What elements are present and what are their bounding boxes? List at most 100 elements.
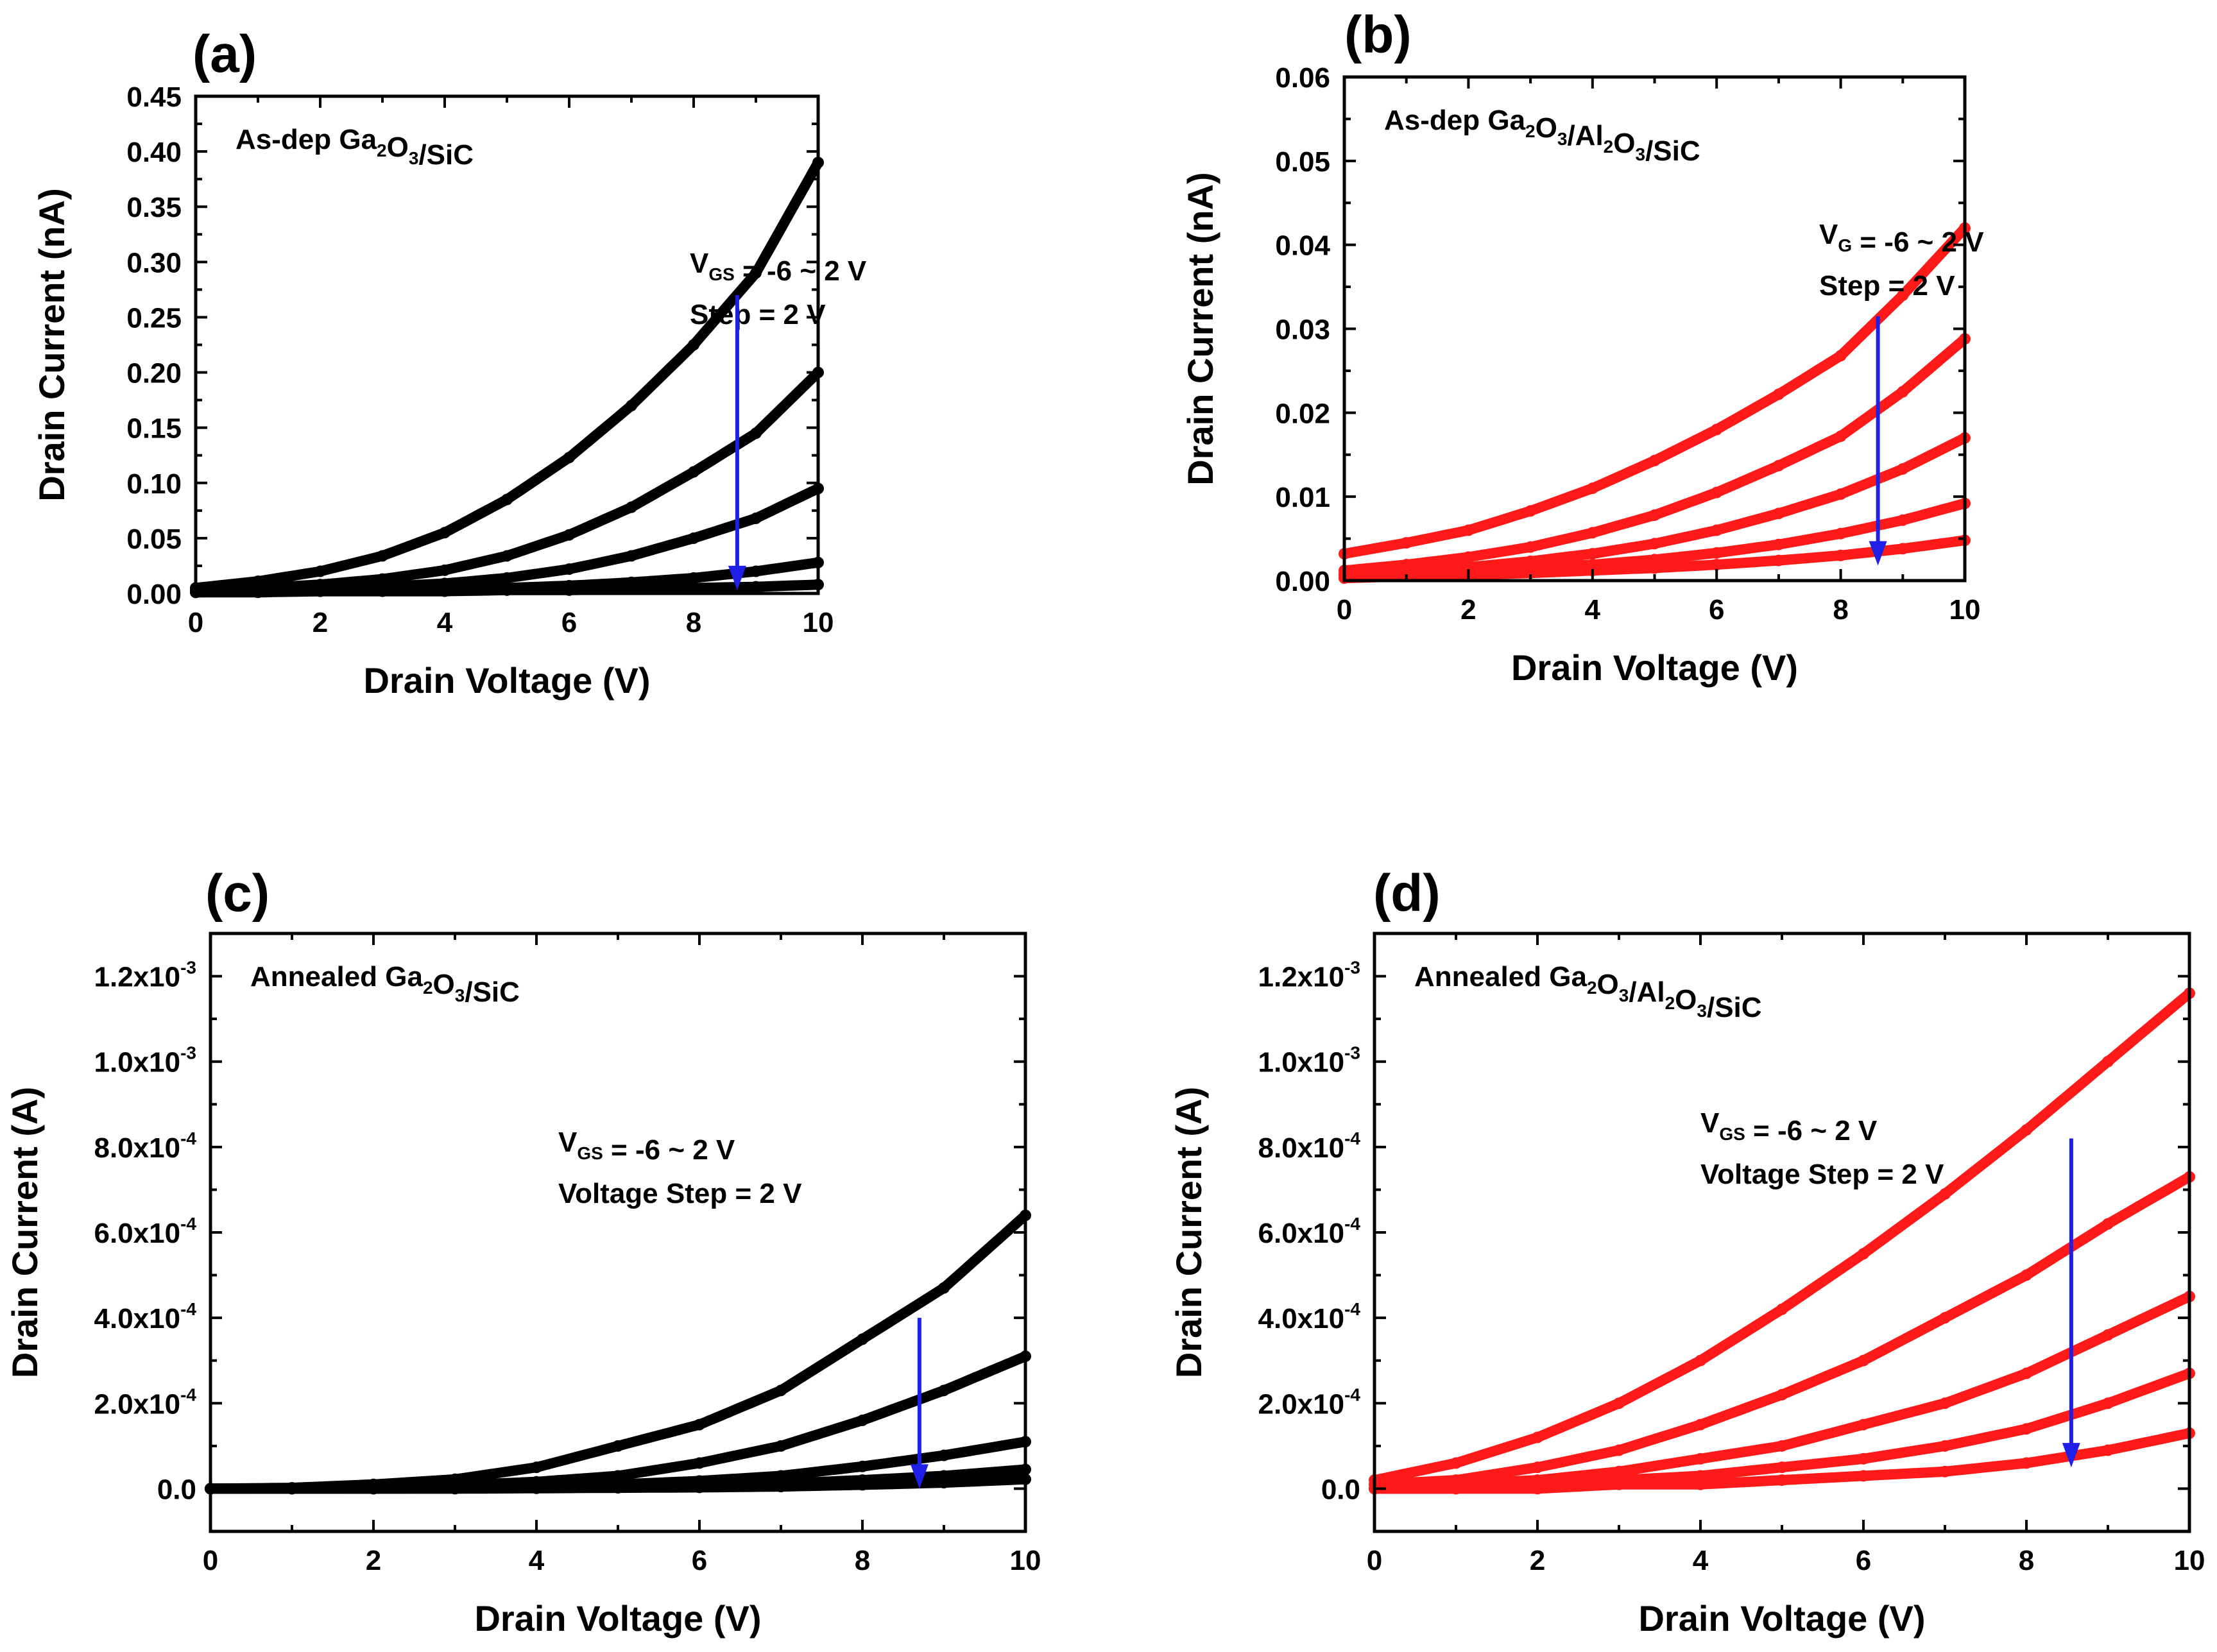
data-point — [2021, 1124, 2032, 1136]
y-axis-title: Drain Current (A) — [1168, 1087, 1209, 1378]
x-tick-label: 4 — [1693, 1545, 1709, 1576]
y-tick-label: 0.03 — [1275, 314, 1330, 346]
data-point — [314, 565, 326, 577]
x-axis-title: Drain Voltage (V) — [474, 1598, 761, 1639]
data-point — [1939, 1312, 1951, 1324]
annotation-line: VGS = -6 ~ 2 V — [1700, 1107, 1878, 1146]
x-tick-label: 2 — [1460, 594, 1476, 626]
data-point — [938, 1282, 950, 1294]
data-point — [612, 1482, 624, 1494]
x-tick-label: 0 — [1367, 1545, 1382, 1576]
y-tick-label: 0.15 — [126, 413, 182, 445]
y-tick-label: 0.10 — [126, 468, 182, 500]
x-tick-label: 6 — [692, 1545, 707, 1576]
data-point — [1776, 1474, 1788, 1486]
data-point — [1939, 1188, 1951, 1200]
data-point — [1462, 524, 1475, 536]
data-point — [368, 1483, 379, 1495]
data-point — [750, 581, 762, 593]
sample-title: Annealed Ga2O3/Al2O3/SiC — [1414, 961, 1762, 1023]
data-point — [1648, 454, 1661, 466]
data-point — [1613, 1444, 1625, 1456]
data-point — [286, 1483, 298, 1495]
series-line — [1369, 988, 2195, 1486]
data-point — [1776, 1388, 1788, 1401]
panel-b: (b) 0 2 4 6 8 10 0.00 0.01 0.02 0.03 0.04 0.05 0.06 Dr… — [1180, 6, 1984, 688]
data-point — [612, 1440, 624, 1452]
data-point — [612, 1470, 624, 1482]
data-point — [1772, 507, 1785, 520]
data-point — [2102, 1444, 2114, 1456]
y-tick-label: 2.0x10-4 — [94, 1384, 197, 1420]
y-tick-label: 0.00 — [126, 579, 182, 610]
x-tick-label: 4 — [437, 607, 453, 638]
sample-title: As-dep Ga2O3/Al2O3/SiC — [1384, 105, 1700, 167]
data-point — [857, 1479, 868, 1491]
data-point — [1613, 1478, 1625, 1490]
y-tick-label: 0.00 — [1275, 566, 1330, 597]
data-point — [1711, 486, 1723, 498]
annotation-line: VG = -6 ~ 2 V — [1819, 219, 1984, 258]
y-tick-label: 1.0x10-3 — [1258, 1043, 1360, 1078]
data-point — [1939, 1440, 1951, 1452]
data-series — [1369, 1171, 2195, 1490]
annotation-line: VGS = -6 ~ 2 V — [690, 248, 867, 287]
x-tick-label: 0 — [1337, 594, 1352, 626]
panel-c: (c) 0 2 4 6 8 10 0.0 2.0x10-4 4.0x10-4 6.0x10-4 8.0… — [4, 864, 1041, 1639]
data-point — [1897, 289, 1909, 302]
y-tick-label: 1.2x10-3 — [1258, 958, 1360, 993]
data-point — [1462, 551, 1475, 563]
data-point — [563, 452, 575, 464]
y-tick-label: 0.0 — [1321, 1474, 1360, 1505]
y-axis-title: Drain Current (nA) — [31, 188, 72, 501]
data-point — [1858, 1248, 1869, 1260]
x-tick-label: 6 — [561, 607, 577, 638]
data-point — [938, 1384, 950, 1397]
arrow-head — [1869, 541, 1887, 566]
panel-label: (d) — [1373, 864, 1441, 923]
data-point — [1858, 1452, 1869, 1465]
data-point — [1711, 524, 1723, 536]
data-point — [1586, 482, 1598, 495]
y-tick-label: 0.30 — [126, 247, 182, 278]
x-tick-label: 10 — [803, 607, 834, 638]
plot-frame — [1373, 932, 2191, 1533]
data-point — [694, 1418, 705, 1431]
plot-frame — [194, 94, 820, 595]
data-point — [1450, 1457, 1462, 1469]
data-point — [1772, 538, 1785, 550]
y-tick-label: 0.40 — [126, 137, 182, 168]
panel-label: (b) — [1344, 6, 1412, 64]
data-point — [1613, 1397, 1625, 1409]
data-point — [1711, 559, 1723, 571]
data-point — [449, 1483, 461, 1495]
data-point — [688, 466, 699, 478]
y-tick-label: 0.05 — [1275, 146, 1330, 178]
x-tick-label: 8 — [686, 607, 701, 638]
data-point — [857, 1333, 868, 1345]
data-point — [1897, 543, 1909, 555]
x-axis-title: Drain Voltage (V) — [363, 660, 650, 701]
data-point — [750, 427, 762, 439]
data-point — [750, 512, 762, 524]
data-point — [1450, 1483, 1462, 1495]
data-series — [1369, 1427, 2195, 1495]
data-point — [626, 501, 637, 513]
data-point — [1835, 549, 1847, 561]
data-point — [1695, 1452, 1706, 1465]
panel-d: (d) 0 2 4 6 8 10 0.0 2.0x10-4 4.0x10-4 6.0x10-4 8.0… — [1168, 864, 2205, 1639]
data-point — [531, 1482, 542, 1494]
annotation-line: Voltage Step = 2 V — [558, 1178, 802, 1209]
data-point — [1532, 1483, 1543, 1495]
data-point — [1648, 554, 1661, 566]
x-tick-label: 8 — [1833, 594, 1848, 626]
data-point — [2102, 1397, 2114, 1409]
y-tick-label: 6.0x10-4 — [94, 1214, 197, 1249]
x-tick-label: 6 — [1709, 594, 1724, 626]
data-point — [2021, 1269, 2032, 1281]
data-point — [1586, 527, 1598, 539]
x-tick-label: 8 — [855, 1545, 870, 1576]
data-point — [1835, 488, 1847, 500]
y-tick-label: 1.2x10-3 — [94, 958, 196, 993]
data-point — [1711, 423, 1723, 436]
